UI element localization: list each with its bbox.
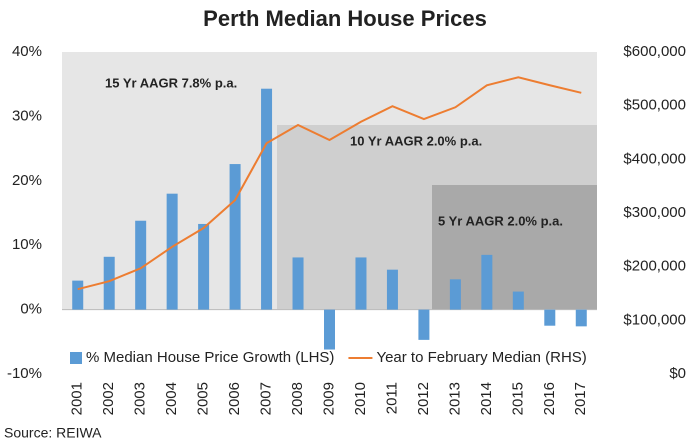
x-tick-label: 2011 [383, 382, 400, 414]
bar [575, 309, 587, 327]
y-tick-label: 20% [12, 172, 42, 189]
x-tick-label: 2013 [446, 382, 463, 415]
x-tick-label: 2015 [509, 382, 526, 415]
x-tick-label: 2002 [100, 382, 117, 415]
x-tick-label: 2007 [258, 382, 275, 415]
annotation: 10 Yr AAGR 2.0% p.a. [350, 133, 482, 148]
x-tick-label: 2014 [478, 382, 495, 415]
y2-tick-label: $400,000 [623, 150, 686, 167]
annotation: 5 Yr AAGR 2.0% p.a. [438, 213, 563, 228]
y-tick-label: 40% [12, 43, 42, 60]
y2-tick-label: $300,000 [623, 204, 686, 221]
bar [229, 164, 241, 310]
x-tick-label: 2010 [352, 382, 369, 415]
bar [418, 309, 430, 340]
x-tick-label: 2001 [69, 382, 86, 415]
legend-label: % Median House Price Growth (LHS) [86, 349, 334, 366]
bar [166, 193, 178, 310]
x-tick-label: 2008 [289, 382, 306, 415]
bar [103, 256, 115, 310]
y-tick-label: 10% [12, 236, 42, 253]
bar [261, 88, 273, 310]
line [77, 76, 582, 291]
bar [355, 257, 367, 310]
bar [292, 257, 304, 310]
y2-tick-label: $200,000 [623, 258, 686, 275]
y2-tick-label: $500,000 [623, 97, 686, 114]
bar [324, 309, 335, 350]
y-tick-label: 0% [20, 301, 42, 318]
bar [198, 223, 210, 310]
x-tick-label: 2004 [163, 382, 180, 415]
y-tick-label: 30% [12, 107, 42, 124]
source-note: Source: REIWA [4, 425, 102, 441]
y2-tick-label: $0 [669, 365, 686, 382]
bar [449, 279, 461, 310]
x-tick-label: 2012 [415, 382, 432, 415]
legend-swatch [70, 352, 82, 364]
y2-tick-label: $600,000 [623, 43, 686, 60]
x-tick-label: 2017 [572, 382, 589, 415]
chart-title: Perth Median House Prices [203, 6, 487, 31]
bar [544, 309, 556, 326]
bar [481, 254, 493, 310]
bar [72, 280, 84, 310]
x-tick-label: 2005 [195, 382, 212, 415]
x-tick-label: 2009 [320, 382, 337, 415]
bar [512, 291, 524, 310]
y2-tick-label: $100,000 [623, 311, 686, 328]
legend-label: Year to February Median (RHS) [376, 349, 586, 366]
x-tick-label: 2006 [226, 382, 243, 415]
x-tick-label: 2003 [132, 382, 149, 415]
x-tick-label: 2016 [541, 382, 558, 415]
bar [135, 220, 147, 310]
y-tick-label: -10% [7, 365, 42, 382]
bar [386, 269, 398, 310]
annotation: 15 Yr AAGR 7.8% p.a. [105, 75, 237, 90]
